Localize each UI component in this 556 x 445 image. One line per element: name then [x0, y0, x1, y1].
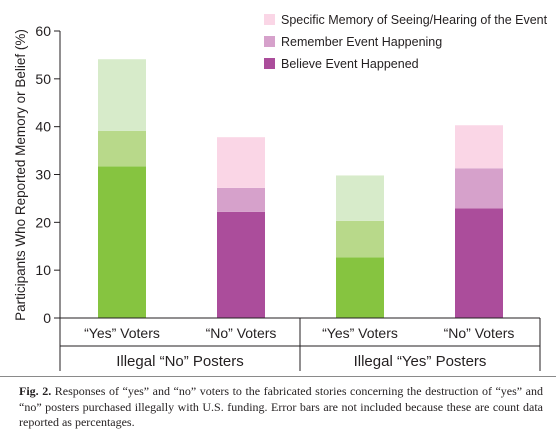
caption-text: Responses of “yes” and “no” voters to th…	[19, 384, 543, 429]
y-tick-label-30: 30	[35, 167, 51, 183]
x-tick-label-1: “Yes” Voters	[84, 325, 160, 341]
axes-layer: 0 10 20 30 40 50 60 “Yes” Voters “No” Voters “Yes…	[35, 23, 541, 371]
figure-caption: Fig. 2. Responses of “yes” and “no” vote…	[19, 384, 543, 431]
bar-segment-4-2	[455, 168, 503, 209]
legend-label-1: Specific Memory of Seeing/Hearing of the…	[281, 13, 548, 27]
bar-segment-2-1	[217, 211, 265, 318]
legend-label-2: Remember Event Happening	[281, 35, 442, 49]
bar-segment-3-1	[336, 257, 384, 318]
x-tick-label-3: “Yes” Voters	[322, 325, 398, 341]
caption-divider	[0, 376, 556, 377]
y-tick-label-50: 50	[35, 71, 51, 87]
bar-segment-2-3	[217, 137, 265, 188]
bar-segment-3-3	[336, 175, 384, 221]
x-tick-label-4: “No” Voters	[444, 325, 515, 341]
stacked-bar-chart: 0 10 20 30 40 50 60 “Yes” Voters “No” Voters “Yes…	[13, 13, 548, 371]
legend-swatch-3	[264, 58, 275, 69]
legend-swatch-1	[264, 14, 275, 25]
bar-segment-1-2	[98, 130, 146, 167]
y-axis-label: Participants Who Reported Memory or Beli…	[13, 29, 28, 321]
bar-segment-1-3	[98, 59, 146, 131]
group-label-1: Illegal “No” Posters	[116, 353, 244, 370]
bar-segment-4-3	[455, 125, 503, 169]
bar-segment-2-2	[217, 187, 265, 212]
group-label-2: Illegal “Yes” Posters	[354, 353, 487, 370]
y-tick-label-60: 60	[35, 23, 51, 39]
x-tick-label-2: “No” Voters	[206, 325, 277, 341]
bar-segment-3-2	[336, 220, 384, 258]
legend-swatch-2	[264, 36, 275, 47]
legend: Specific Memory of Seeing/Hearing of the…	[264, 13, 548, 71]
y-tick-label-10: 10	[35, 262, 51, 278]
bars-layer	[98, 59, 503, 318]
y-tick-label-20: 20	[35, 214, 51, 230]
y-tick-label-40: 40	[35, 119, 51, 135]
caption-label: Fig. 2.	[19, 384, 52, 398]
y-tick-label-0: 0	[43, 310, 51, 326]
bar-segment-4-1	[455, 208, 503, 318]
bar-segment-1-1	[98, 166, 146, 318]
legend-label-3: Believe Event Happened	[281, 57, 419, 71]
